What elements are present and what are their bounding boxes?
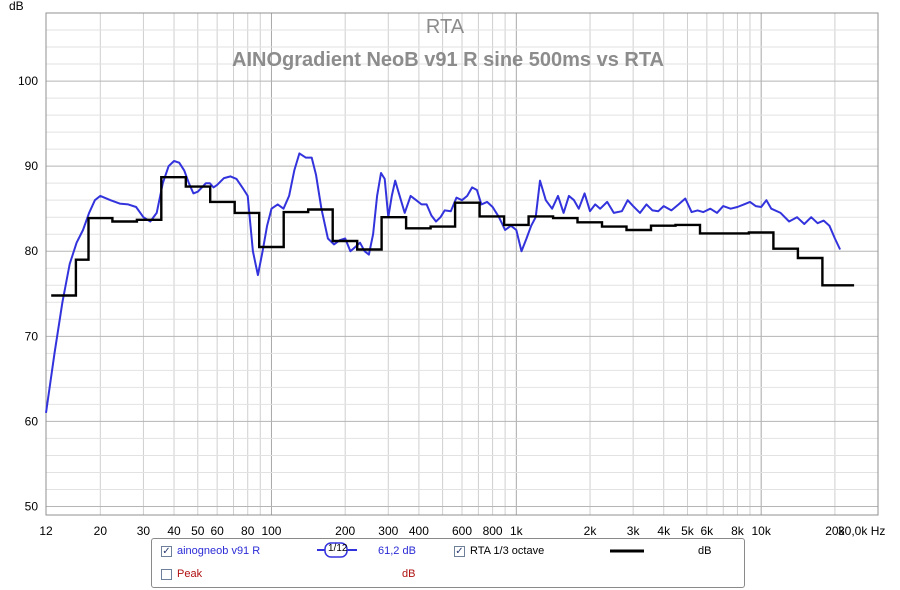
series1-checkbox[interactable]: ✓	[161, 546, 172, 557]
x-tick-label: 12	[39, 524, 53, 538]
peak-value: dB	[402, 568, 416, 580]
series2-checkbox[interactable]: ✓	[454, 546, 465, 557]
x-tick-label: 4k	[657, 524, 671, 538]
x-tick-label: 30	[137, 524, 151, 538]
y-tick-label: 70	[25, 329, 39, 343]
x-tick-label: 20	[94, 524, 108, 538]
x-tick-label: 10k	[751, 524, 771, 538]
series2-value: dB	[698, 545, 712, 557]
series1-smoothing-control[interactable]: 1/12	[317, 541, 357, 559]
y-tick-labels: 50 60 70 80 90 100	[18, 74, 38, 513]
x-tick-label: 1k	[510, 524, 524, 538]
x-tick-label: 40	[167, 524, 181, 538]
peak-label: Peak	[177, 568, 203, 580]
grid-lines	[46, 13, 878, 515]
x-tick-label: 300	[378, 524, 398, 538]
chart-title: RTA	[426, 16, 465, 38]
data-curves	[45, 152, 855, 414]
series-line-ainogneob	[45, 152, 842, 414]
x-tick-label: 3k	[627, 524, 641, 538]
x-tick-label: 50	[191, 524, 205, 538]
x-tick-label: 80	[241, 524, 255, 538]
series2-line-swatch-icon	[610, 549, 644, 553]
x-tick-label: 8k	[731, 524, 745, 538]
x-tick-label: 600	[452, 524, 472, 538]
series1-name: ainogneob v91 R	[177, 545, 261, 557]
peak-checkbox[interactable]	[161, 569, 172, 580]
x-tick-label: 100	[261, 524, 281, 538]
x-tick-label: 5k	[681, 524, 695, 538]
x-tick-label: 200	[335, 524, 355, 538]
y-tick-label: 90	[25, 159, 39, 173]
x-tick-label: 2k	[584, 524, 598, 538]
x-tick-label: 60	[210, 524, 224, 538]
x-tick-label: 800	[483, 524, 503, 538]
x-tick-label: 20k	[825, 524, 845, 538]
y-tick-label: 80	[25, 244, 39, 258]
series1-value: 61,2 dB	[378, 545, 416, 557]
checkmark-icon: ✓	[162, 546, 171, 557]
x-tick-label: 400	[409, 524, 429, 538]
series2-name: RTA 1/3 octave	[470, 545, 545, 557]
y-tick-label: 50	[25, 499, 39, 513]
y-axis-label: dB	[9, 0, 24, 13]
chart-subtitle: AINOgradient NeoB v91 R sine 500ms vs RT…	[232, 49, 664, 71]
legend-panel: ✓ ainogneob v91 R 1/12 61,2 dB ✓ RTA 1/3…	[151, 538, 745, 588]
y-tick-label: 60	[25, 414, 39, 428]
series1-smoothing: 1/12	[328, 543, 348, 554]
x-tick-label: 30,0k Hz	[838, 524, 885, 538]
checkmark-icon: ✓	[455, 546, 464, 557]
plot-frame	[45, 12, 879, 516]
x-tick-labels: 12 20 30 40 50 60 80 100 200 300 400 600 800 1k 2k 3k 4k…	[39, 524, 885, 538]
x-tick-label: 6k	[701, 524, 715, 538]
y-tick-label: 100	[18, 74, 38, 88]
series-line-rta-third-octave	[51, 176, 855, 297]
rta-chart: dB RTA AINOgradient NeoB v91 R sine 500m…	[9, 0, 885, 538]
line-swatch-icon	[317, 542, 357, 558]
